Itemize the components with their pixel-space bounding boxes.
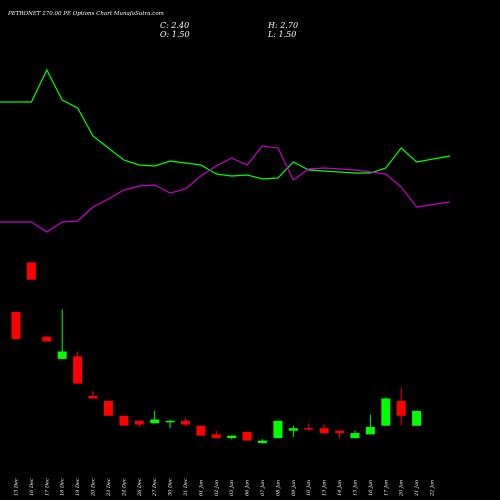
candle-20-jan: [396, 387, 406, 426]
x-tick-label: 17 Dec: [44, 478, 50, 496]
candle-body: [88, 396, 98, 399]
x-tick-label: 02 Jan: [214, 480, 220, 496]
candle-body: [258, 440, 267, 444]
candle-body: [350, 433, 360, 439]
candle-body: [42, 336, 52, 342]
x-tick-label: 14 Jan: [337, 480, 343, 496]
candle-body: [26, 262, 36, 280]
x-tick-label: 06 Jan: [245, 480, 251, 496]
candle-03-jan: [227, 435, 237, 440]
candle-body: [11, 311, 21, 340]
candle-body: [211, 434, 221, 439]
candle-body: [319, 428, 329, 434]
candle-01-jan: [196, 425, 206, 436]
candle-23-dec: [103, 401, 113, 416]
candle-body: [196, 425, 206, 436]
candle-body: [396, 401, 406, 416]
candle-31-dec: [181, 418, 190, 426]
candle-07-jan: [258, 439, 267, 444]
chart-title: PETRONET 270.00 PE Options Chart MunafaS…: [7, 11, 164, 17]
candle-body: [335, 430, 345, 434]
candle-21-jan: [412, 410, 422, 426]
x-tick-label: 03 Jan: [229, 480, 235, 496]
candle-body: [381, 398, 391, 426]
candle-10-jan: [304, 423, 314, 431]
candle-02-jan: [211, 430, 221, 439]
candles: [11, 262, 422, 444]
candle-body: [227, 435, 237, 439]
candle-20-dec: [88, 391, 98, 399]
x-tick-label: 15 Jan: [352, 480, 358, 496]
candle-26-dec: [134, 420, 144, 427]
overlay-line-2: [0, 145, 451, 233]
candle-body: [273, 420, 283, 439]
x-tick-label: 09 Jan: [291, 480, 297, 496]
candle-17-jan: [381, 397, 391, 426]
x-tick-label: 10 Jan: [306, 480, 312, 496]
x-tick-label: 21 Jan: [414, 480, 420, 497]
candle-08-jan: [273, 420, 283, 439]
candle-13-jan: [319, 424, 329, 435]
x-tick-label: 23 Dec: [106, 478, 112, 497]
candle-body: [304, 428, 314, 430]
x-tick-label: 27 Dec: [152, 478, 158, 497]
x-tick-label: 24 Dec: [121, 478, 127, 497]
x-axis-ticks: 13 Dec 16 Dec 17 Dec 18 Dec 19 Dec 20 Dec 23 D…: [14, 478, 436, 497]
candle-06-jan: [242, 431, 252, 441]
x-tick-label: 08 Jan: [275, 480, 281, 496]
x-tick-label: 20 Jan: [399, 480, 405, 497]
x-tick-label: 16 Dec: [29, 478, 35, 496]
x-tick-label: 01 Jan: [198, 480, 204, 496]
candle-body: [165, 420, 175, 423]
x-tick-label: 16 Jan: [368, 480, 374, 496]
x-tick-label: 13 Dec: [14, 478, 20, 496]
candle-body: [242, 431, 252, 441]
x-tick-label: 19 Dec: [75, 478, 81, 496]
candle-16-dec: [26, 262, 36, 280]
x-tick-label: 30 Dec: [168, 478, 174, 496]
candle-09-jan: [288, 425, 298, 437]
open-value: O: 1.50: [160, 30, 190, 39]
candle-body: [134, 420, 144, 425]
candle-body: [119, 415, 129, 426]
candle-27-dec: [150, 410, 160, 424]
candle-18-dec: [57, 309, 67, 359]
x-tick-label: 26 Dec: [137, 478, 143, 497]
candle-body: [57, 351, 67, 359]
candle-13-dec: [11, 311, 21, 340]
candle-30-dec: [165, 419, 175, 429]
candle-14-jan: [335, 430, 345, 439]
x-tick-label: 20 Dec: [91, 478, 97, 497]
x-tick-label: 22 Jan: [430, 480, 436, 497]
candle-24-dec: [119, 415, 129, 426]
x-tick-label: 07 Jan: [260, 480, 266, 496]
overlay-line-1: [0, 68, 451, 180]
x-tick-label: 31 Dec: [183, 478, 189, 496]
candle-19-dec: [73, 351, 83, 384]
x-tick-label: 13 Jan: [322, 480, 328, 496]
candle-body: [288, 428, 298, 431]
candle-body: [181, 420, 190, 425]
candle-body: [103, 401, 113, 416]
x-tick-label: 18 Dec: [60, 478, 66, 496]
candle-15-jan: [350, 430, 360, 439]
low-value: L: 1.50: [267, 30, 296, 39]
candle-body: [150, 419, 160, 424]
close-value: C: 2.40: [160, 21, 189, 30]
overlay-lines: [0, 68, 451, 233]
candle-17-dec: [42, 336, 52, 342]
candle-16-jan: [365, 414, 375, 435]
high-value: H: 2.70: [267, 21, 298, 30]
candle-body: [73, 356, 83, 384]
candle-body: [365, 427, 375, 435]
x-tick-label: 17 Jan: [383, 480, 389, 496]
candle-body: [412, 410, 422, 426]
